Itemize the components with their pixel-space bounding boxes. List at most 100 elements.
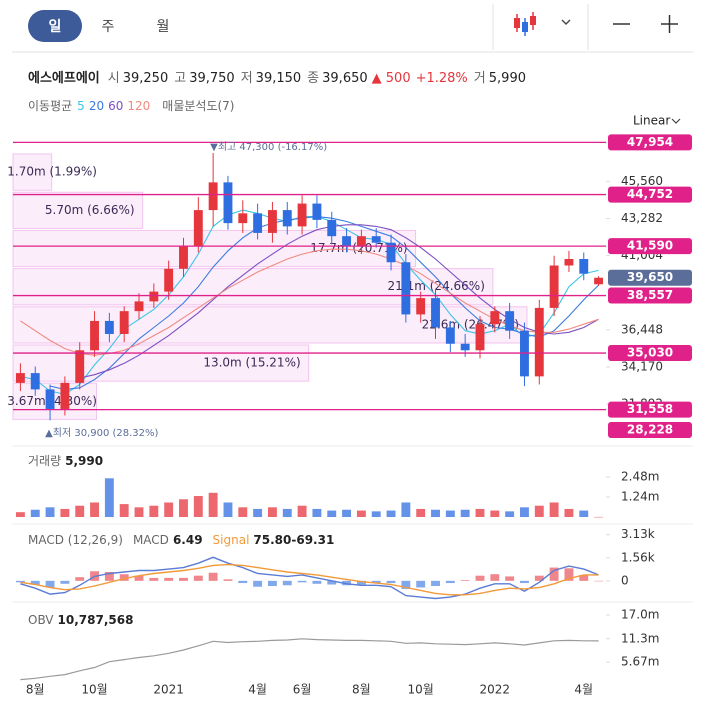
volume-bar — [282, 508, 292, 517]
volume-bar — [475, 508, 485, 517]
macd-histogram — [223, 579, 233, 581]
x-tick-label: 4월 — [574, 683, 593, 697]
macd-histogram — [267, 580, 277, 586]
y-tick-label: 1.24m — [621, 490, 659, 504]
macd-histogram — [208, 572, 218, 581]
macd-histogram — [193, 575, 203, 581]
macd-histogram — [490, 574, 500, 581]
volume-bar — [193, 496, 203, 517]
field-label: 저 — [241, 71, 253, 86]
macd-histogram — [505, 576, 515, 581]
y-tick-label: 2.48m — [621, 470, 659, 484]
stock-name: 에스에프에이 — [28, 70, 100, 86]
macd-histogram — [564, 568, 574, 581]
low-annotation: ▲최저 30,900 (28.32%) — [45, 427, 158, 439]
candle-body — [75, 350, 85, 383]
macd-histogram — [45, 580, 55, 588]
volume-bar — [401, 502, 411, 517]
scale-select[interactable]: Linear — [633, 114, 670, 128]
volume-bar — [60, 508, 70, 517]
volume-bar — [356, 510, 366, 517]
volume-profile-toggle[interactable]: 매물분석도(7) — [162, 99, 234, 113]
volume-profile-label: 13.0m (15.21%) — [203, 356, 300, 370]
candle-body — [267, 210, 277, 233]
candle-body — [45, 389, 55, 409]
x-tick-label: 6월 — [293, 683, 312, 697]
ma-period[interactable]: 120 — [127, 99, 150, 113]
volume-bar — [208, 492, 218, 517]
macd-histogram — [15, 580, 25, 583]
volume-profile-band — [12, 344, 310, 382]
x-tick-label: 10월 — [81, 683, 107, 697]
zoom-in[interactable] — [661, 15, 678, 33]
volume-profile-label: 1.70m (1.99%) — [7, 165, 97, 179]
candle-body — [179, 245, 188, 269]
macd-histogram — [445, 580, 455, 584]
volume-bar — [520, 507, 529, 517]
candle-body — [193, 210, 203, 246]
candle-body — [312, 203, 322, 220]
high-annotation: ▼최고 47,300 (-16.17%) — [210, 141, 327, 153]
ma-period[interactable]: 20 — [89, 99, 104, 113]
macd-histogram — [282, 580, 292, 586]
volume-bar — [134, 507, 144, 517]
ma-period[interactable]: 5 — [77, 99, 85, 113]
macd-histogram — [75, 577, 85, 581]
volume-bar — [164, 502, 174, 517]
volume-profile-label: 5.70m (6.66%) — [45, 203, 135, 217]
tab[interactable]: 일 — [49, 19, 62, 35]
candle-body — [119, 311, 129, 334]
macd-histogram — [416, 580, 426, 588]
chart-type-button[interactable] — [514, 12, 571, 36]
tab[interactable]: 주 — [102, 19, 115, 35]
tab[interactable]: 월 — [157, 19, 170, 35]
caret — [671, 118, 681, 124]
volume-bar — [238, 507, 248, 517]
volume-bar — [149, 505, 159, 517]
candle-body — [104, 320, 114, 334]
change: ▲ 500 — [372, 71, 411, 86]
macd-histogram — [431, 580, 440, 586]
current-price-label: 39,650 — [627, 270, 673, 284]
macd-histogram — [386, 580, 396, 584]
candle-body — [149, 291, 159, 302]
macd-histogram — [342, 580, 352, 586]
field-value: 39,150 — [256, 71, 302, 86]
volume-bar — [490, 510, 500, 517]
volume-bar — [45, 507, 55, 517]
y-tick-label: 43,282 — [621, 211, 663, 225]
tab-active-bg — [28, 10, 82, 42]
candle-body — [564, 258, 574, 266]
candle-body — [371, 236, 381, 243]
level-label: 28,228 — [627, 423, 673, 437]
macd-histogram — [534, 575, 544, 581]
legend-name: MACD — [133, 533, 169, 547]
candle-body — [594, 277, 604, 285]
macd-histogram — [579, 574, 589, 581]
x-tick-label: 10월 — [408, 683, 434, 697]
x-tick-label: 4월 — [248, 683, 267, 697]
level-label: 47,954 — [627, 135, 673, 149]
candle-body — [15, 373, 25, 383]
level-label: 31,558 — [627, 402, 673, 416]
candle-body — [253, 213, 263, 233]
candle-body — [208, 182, 218, 211]
field-label: 시 — [108, 71, 120, 86]
icon — [530, 16, 536, 25]
ma-period[interactable]: 60 — [108, 99, 123, 113]
y-tick-label: 45,560 — [621, 174, 663, 188]
x-tick-label: 8월 — [352, 683, 371, 697]
panel-title: OBV 10,787,568 — [28, 613, 133, 627]
candle-body — [327, 219, 337, 237]
volume-bar — [297, 505, 307, 517]
volume-bar — [267, 507, 277, 517]
volume-bar — [119, 504, 129, 517]
macd-histogram — [238, 580, 248, 584]
macd-histogram — [401, 580, 411, 589]
panel-title: MACD (12,26,9) MACD 6.49 Signal 75.80-69.31 — [28, 533, 334, 547]
macd-histogram — [164, 577, 174, 581]
candle-body — [534, 307, 544, 377]
macd-histogram — [475, 575, 485, 581]
y-tick-label: 1.56k — [621, 550, 655, 564]
candle-body — [431, 298, 440, 328]
